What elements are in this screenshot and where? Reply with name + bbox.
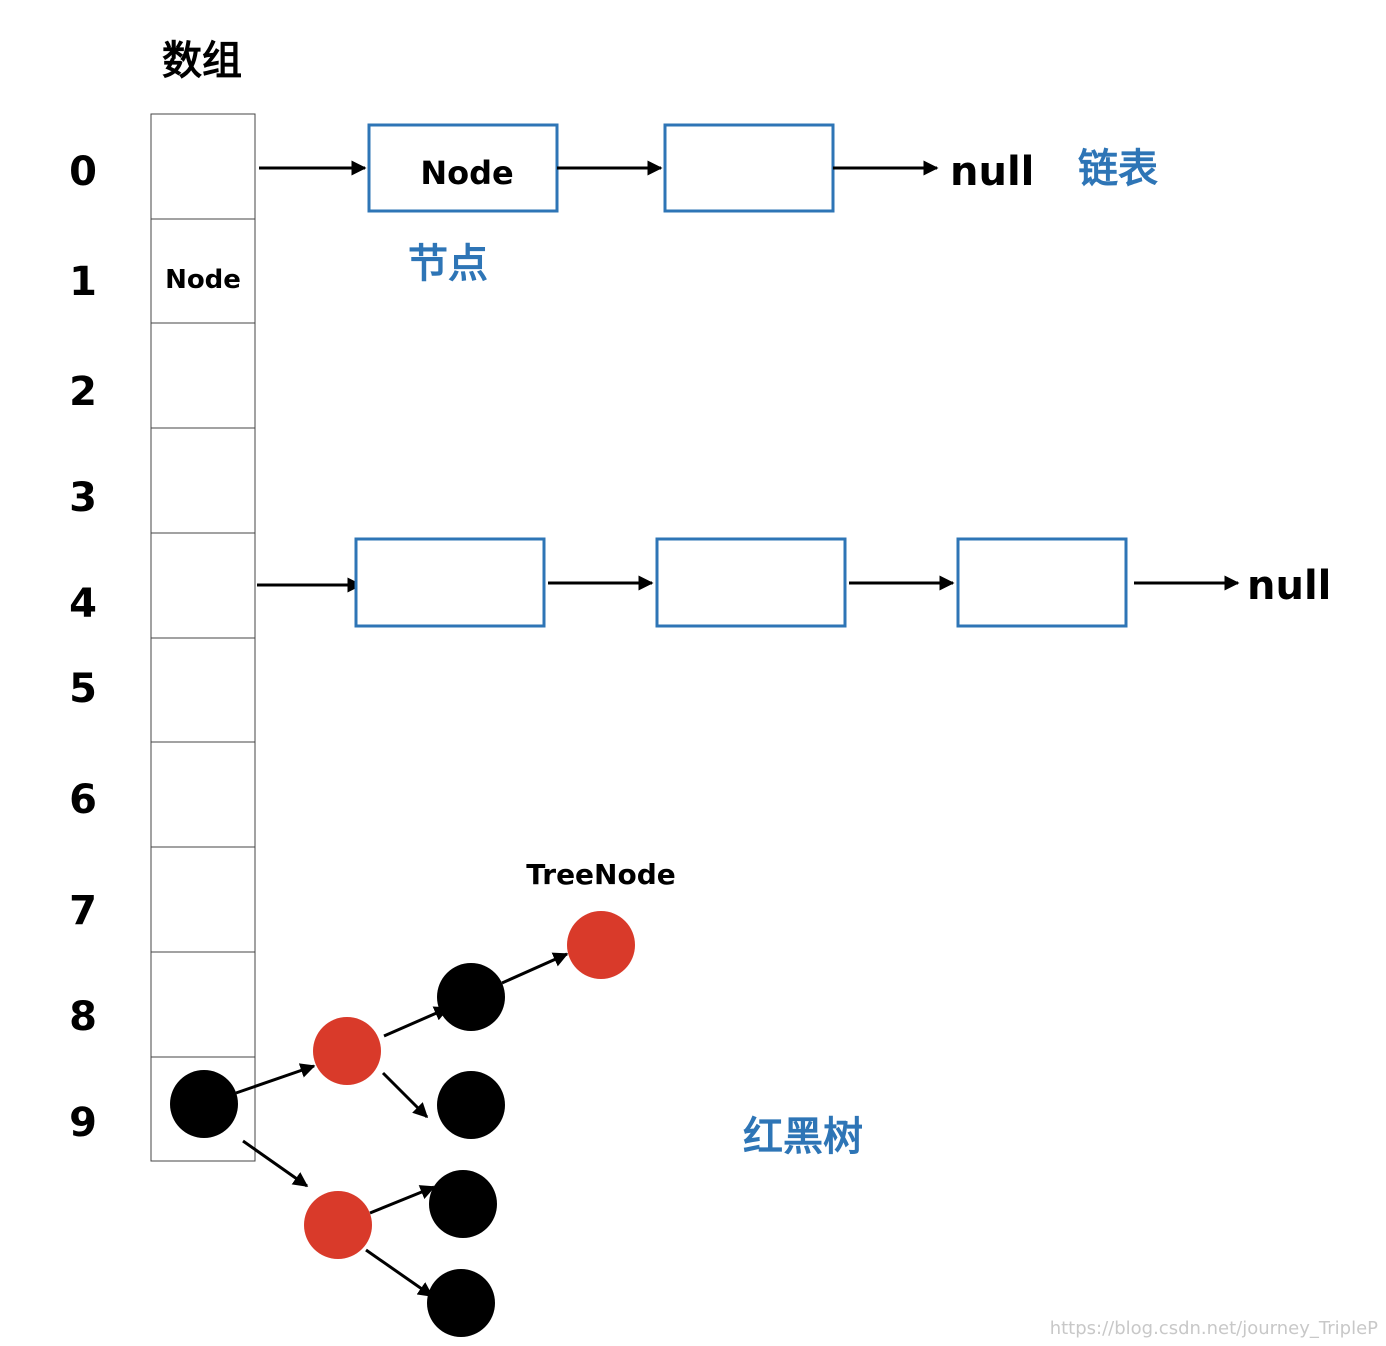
index-label: 0 — [69, 149, 97, 195]
linked-list-middle: null — [257, 537, 1331, 628]
tree-edge — [365, 1248, 434, 1298]
tree-edge — [383, 1006, 450, 1038]
array-cell-7 — [150, 846, 256, 953]
tree-node-black — [437, 963, 505, 1031]
array-cell-2 — [150, 322, 256, 429]
list-node-box — [655, 537, 847, 628]
index-label: 9 — [69, 1100, 97, 1146]
tree-edge — [369, 1185, 436, 1215]
tree-node-red — [304, 1191, 372, 1259]
index-label: 4 — [69, 581, 97, 627]
array-cell-1-label: Node — [165, 265, 241, 295]
index-label: 2 — [69, 369, 97, 415]
node-annotation: 节点 — [408, 241, 488, 287]
red-black-tree-annotation: 红黑树 — [743, 1114, 863, 1160]
index-label: 3 — [69, 475, 97, 521]
index-label: 5 — [69, 666, 97, 712]
linked-list-top: Node null 链表 节点 — [259, 123, 1158, 287]
tree-edge — [235, 1063, 316, 1095]
watermark: https://blog.csdn.net/journey_TripleP — [1050, 1318, 1378, 1339]
tree-node-label: TreeNode — [526, 858, 676, 891]
tree-edge — [501, 952, 569, 985]
array-cell-4 — [150, 532, 256, 639]
array-cell-8 — [150, 951, 256, 1058]
index-label: 1 — [69, 259, 97, 305]
list-node-box — [663, 123, 835, 213]
array-index-labels: 0 1 2 3 4 5 6 7 8 9 — [69, 149, 97, 1146]
index-label: 6 — [69, 777, 97, 823]
null-terminator: null — [1247, 563, 1331, 609]
index-label: 8 — [69, 994, 97, 1040]
list-node-label: Node — [420, 154, 513, 192]
array-cell-0 — [150, 113, 256, 220]
array-cells — [150, 113, 256, 1162]
array-cell-3 — [150, 427, 256, 534]
red-black-tree: TreeNode 红黑树 — [170, 858, 863, 1337]
list-node-box — [956, 537, 1128, 628]
tree-edge — [242, 1139, 309, 1188]
tree-node-black — [170, 1070, 238, 1138]
tree-node-black — [429, 1170, 497, 1238]
array-cell-6 — [150, 741, 256, 848]
array-cell-1 — [150, 218, 256, 324]
array-cell-5 — [150, 637, 256, 743]
null-terminator: null — [950, 149, 1034, 195]
tree-node-red — [567, 911, 635, 979]
list-node-box — [367, 123, 559, 213]
list-node-box — [354, 537, 546, 628]
linked-list-annotation: 链表 — [1078, 146, 1158, 192]
tree-node-red — [313, 1017, 381, 1085]
array-title: 数组 — [162, 38, 242, 84]
tree-node-black — [437, 1071, 505, 1139]
tree-edge — [381, 1071, 429, 1119]
index-label: 7 — [69, 888, 97, 934]
tree-node-black — [427, 1269, 495, 1337]
